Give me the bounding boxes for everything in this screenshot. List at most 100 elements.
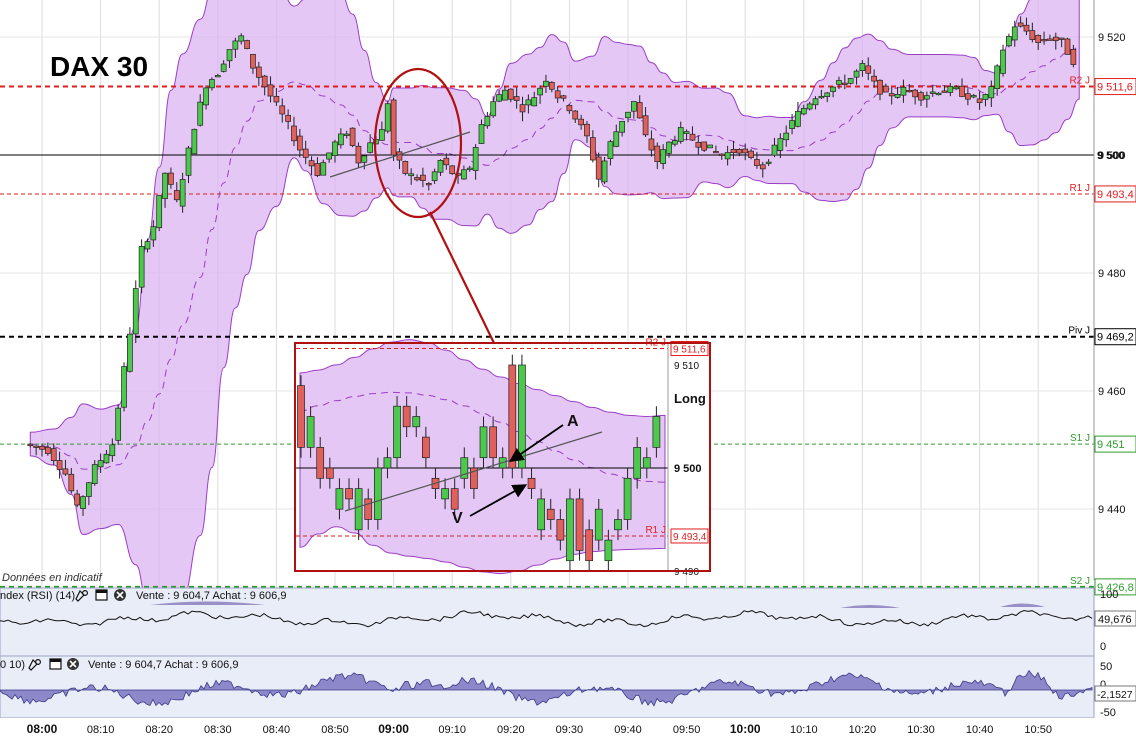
- candle: [707, 144, 713, 149]
- candle: [191, 128, 198, 155]
- window-icon[interactable]: [49, 658, 62, 670]
- candle: [789, 120, 795, 129]
- candle: [1006, 36, 1012, 47]
- candle: [402, 161, 409, 174]
- candle: [742, 148, 749, 154]
- inset-candle: [335, 488, 344, 510]
- annotation-v: V: [452, 510, 463, 527]
- inset-candle: [614, 519, 622, 531]
- x-tick-label: 08:20: [145, 724, 173, 736]
- inset-level-name: R1 J: [645, 525, 666, 536]
- inset-candle: [623, 477, 632, 520]
- candle: [1029, 30, 1036, 40]
- candle: [888, 93, 895, 97]
- inset-candle: [508, 364, 517, 469]
- candle: [666, 141, 672, 154]
- candle: [941, 90, 948, 93]
- x-tick-label: 10:10: [790, 724, 818, 736]
- inset-candle: [566, 498, 574, 562]
- wrench-icon[interactable]: [75, 589, 88, 602]
- candle: [296, 135, 303, 151]
- inset-y-tick: 9 510: [674, 361, 699, 372]
- candle: [636, 102, 643, 119]
- candle: [437, 159, 444, 173]
- candle: [988, 86, 995, 99]
- inset-candle: [594, 508, 603, 541]
- candle: [150, 226, 157, 241]
- candle: [86, 482, 92, 497]
- inset-candle: [325, 467, 334, 479]
- candle: [197, 101, 204, 126]
- candle: [443, 157, 450, 166]
- candle: [291, 125, 297, 142]
- candle: [513, 96, 520, 101]
- rsi-tick-0: 0: [1100, 641, 1106, 653]
- candle: [173, 190, 180, 201]
- candle: [27, 443, 34, 447]
- inset-candle: [585, 529, 594, 562]
- candle: [601, 160, 608, 183]
- candle: [648, 138, 655, 151]
- candle: [461, 169, 467, 180]
- candle: [156, 195, 163, 229]
- candle: [871, 75, 877, 82]
- rsi-last-value: 49,676: [1098, 614, 1132, 626]
- wrench-icon[interactable]: [28, 658, 41, 671]
- candle: [771, 144, 778, 156]
- candle: [584, 123, 590, 137]
- annotation-arrow-a: [509, 424, 564, 463]
- candle: [91, 464, 98, 484]
- inset-candle: [527, 477, 536, 489]
- candle: [39, 445, 45, 450]
- inset-candle: [450, 488, 459, 510]
- candle: [33, 445, 39, 448]
- candle: [472, 147, 479, 171]
- inset-candle: [306, 416, 315, 448]
- candle: [589, 137, 596, 161]
- candle: [314, 163, 321, 176]
- y-tick-label: 9 500: [1098, 150, 1126, 162]
- inset-candle: [383, 457, 392, 469]
- candle: [338, 133, 344, 146]
- candle: [1035, 34, 1042, 43]
- candle: [642, 115, 649, 136]
- candle: [759, 164, 766, 170]
- level-name: S1 J: [1070, 433, 1090, 444]
- inset-candle: [652, 416, 661, 448]
- candle: [660, 149, 667, 164]
- close-icon[interactable]: [114, 589, 126, 601]
- candle: [320, 162, 327, 176]
- candle: [525, 99, 532, 106]
- candle: [168, 172, 174, 185]
- level-value: 9 500: [1097, 150, 1125, 162]
- inset-candle: [633, 447, 642, 479]
- inset-candle: [364, 498, 373, 520]
- candle: [244, 40, 250, 49]
- window-icon[interactable]: [95, 589, 108, 601]
- candle: [490, 101, 497, 117]
- candle: [689, 133, 696, 141]
- close-icon[interactable]: [67, 658, 79, 670]
- candle: [877, 79, 883, 95]
- candle: [255, 66, 262, 78]
- candle: [68, 473, 75, 492]
- candle: [625, 111, 631, 119]
- inset-middle-line: [299, 391, 666, 483]
- candle: [425, 183, 432, 186]
- candle: [713, 151, 719, 154]
- candle: [560, 95, 567, 99]
- inset-candle: [354, 488, 363, 531]
- candle: [332, 141, 338, 156]
- x-tick-label: 08:30: [204, 724, 232, 736]
- level-name: R2 J: [1069, 76, 1090, 87]
- disclaimer: Données en indicatif: [2, 572, 103, 584]
- candle: [718, 153, 725, 156]
- candle: [209, 79, 215, 89]
- time-axis: 08:00 08:10 08:20 08:30 08:40 08:50 09:00 09:10…: [0, 718, 1136, 736]
- candle: [420, 174, 426, 181]
- candle: [595, 156, 602, 180]
- inset-candle: [537, 498, 545, 531]
- candle: [414, 177, 420, 181]
- candle: [1017, 22, 1024, 27]
